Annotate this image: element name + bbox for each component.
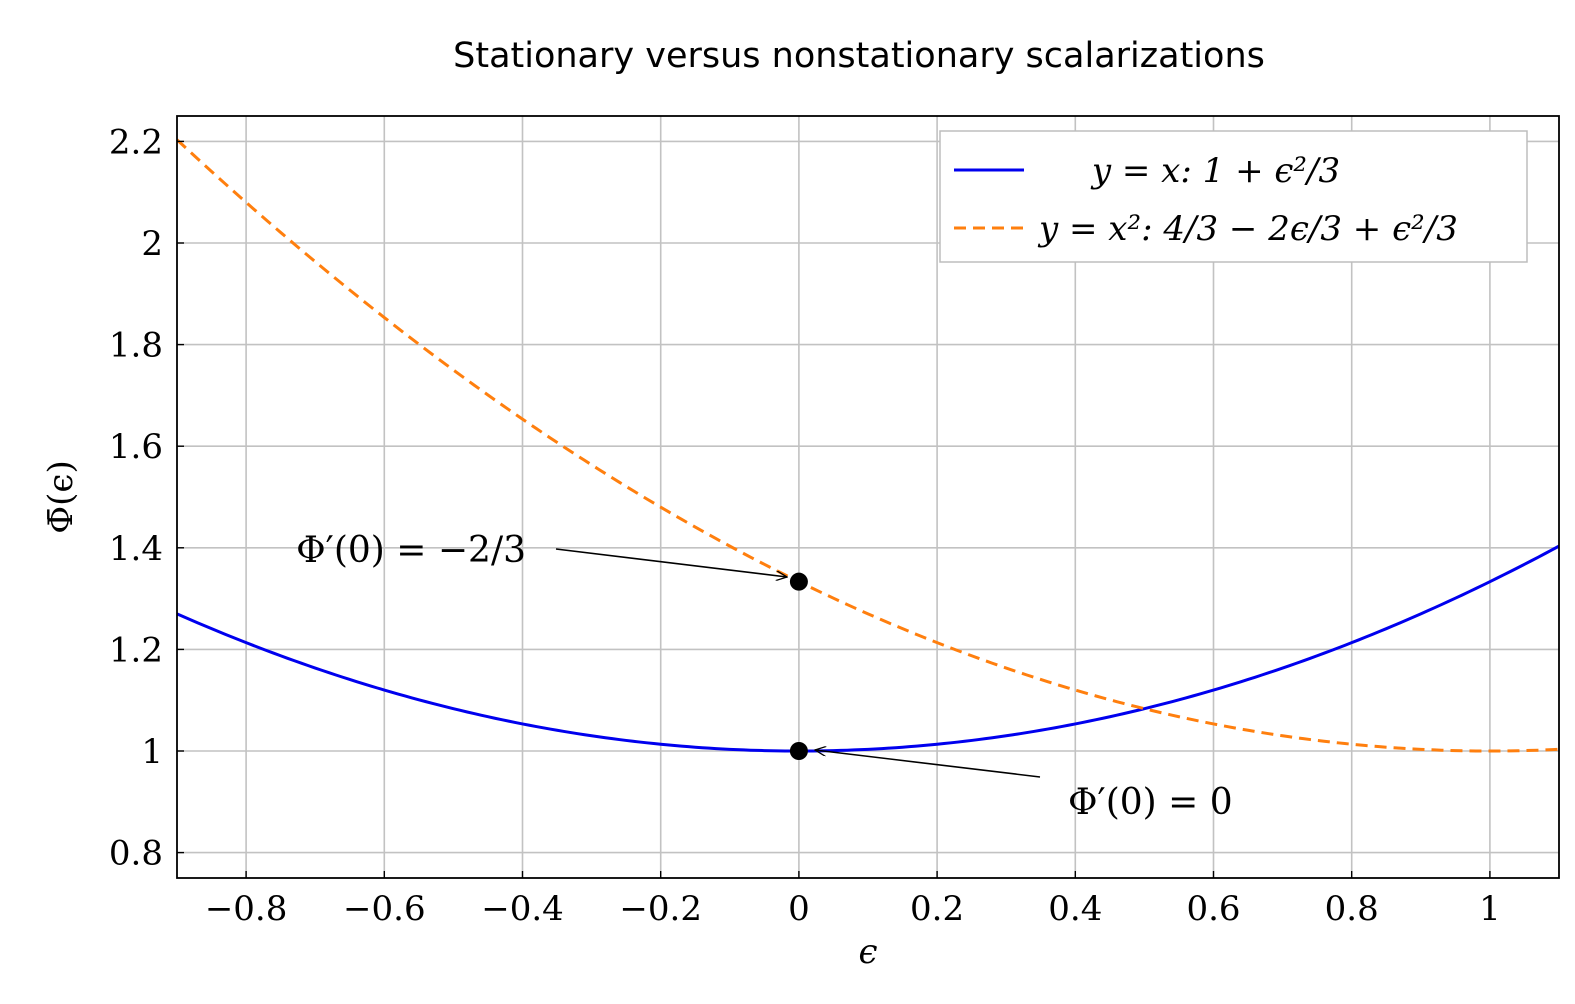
highlight-point-linear xyxy=(789,742,808,760)
x-tick-label: 0 xyxy=(788,889,810,929)
y-tick-label: 1.6 xyxy=(109,427,163,467)
x-tick-label: 0.6 xyxy=(1186,889,1240,929)
plot-frame xyxy=(176,115,1560,879)
x-tick-label: 1 xyxy=(1479,889,1501,929)
x-axis-ticks: −0.8 −0.6 −0.4 −0.2 0 0.2 0.4 0.6 0.8 1 xyxy=(205,871,1501,929)
x-tick-label: −0.8 xyxy=(205,889,288,929)
annotation-quadratic: Φ′(0) = −2/3 xyxy=(296,530,526,571)
annotations: Φ′(0) = −2/3 Φ′(0) = 0 xyxy=(296,530,1232,823)
grid xyxy=(177,116,1559,878)
x-axis-label: ϵ xyxy=(858,932,877,972)
legend-label-linear: y = x: 1 + ϵ²/3 xyxy=(1090,151,1340,191)
x-tick-label: 0.2 xyxy=(910,889,964,929)
chart-title: Stationary versus nonstationary scalariz… xyxy=(453,36,1265,76)
x-tick-label: −0.2 xyxy=(619,889,702,929)
y-tick-label: 2.2 xyxy=(109,122,163,162)
highlight-points xyxy=(789,572,808,760)
series-line-quadratic xyxy=(175,138,1560,753)
y-axis-label: Φ̄(ϵ) xyxy=(41,460,81,533)
legend: y = x: 1 + ϵ²/3 y = x²: 4/3 − 2ϵ/3 + ϵ²/… xyxy=(939,130,1528,263)
x-tick-label: 0.4 xyxy=(1048,889,1102,929)
annotation-linear: Φ′(0) = 0 xyxy=(1068,782,1233,823)
y-tick-label: 2 xyxy=(141,224,163,264)
y-tick-label: 1.4 xyxy=(109,529,163,569)
y-axis-ticks: 0.8 1 1.2 1.4 1.6 1.8 2 2.2 xyxy=(109,122,184,874)
x-tick-label: 0.8 xyxy=(1325,889,1379,929)
legend-box xyxy=(939,130,1528,263)
x-tick-label: −0.6 xyxy=(343,889,426,929)
series-line-linear xyxy=(176,544,1560,753)
x-tick-label: −0.4 xyxy=(481,889,564,929)
y-tick-label: 0.8 xyxy=(109,834,163,874)
series-layer xyxy=(175,138,1560,753)
y-tick-label: 1.8 xyxy=(109,326,163,366)
legend-label-quadratic: y = x²: 4/3 − 2ϵ/3 + ϵ²/3 xyxy=(1037,209,1458,249)
annotation-arrow-quadratic xyxy=(555,548,787,577)
y-tick-label: 1.2 xyxy=(109,630,163,670)
annotation-arrow-linear xyxy=(815,750,1041,778)
y-tick-label: 1 xyxy=(141,732,163,772)
highlight-point-quadratic xyxy=(789,572,808,591)
